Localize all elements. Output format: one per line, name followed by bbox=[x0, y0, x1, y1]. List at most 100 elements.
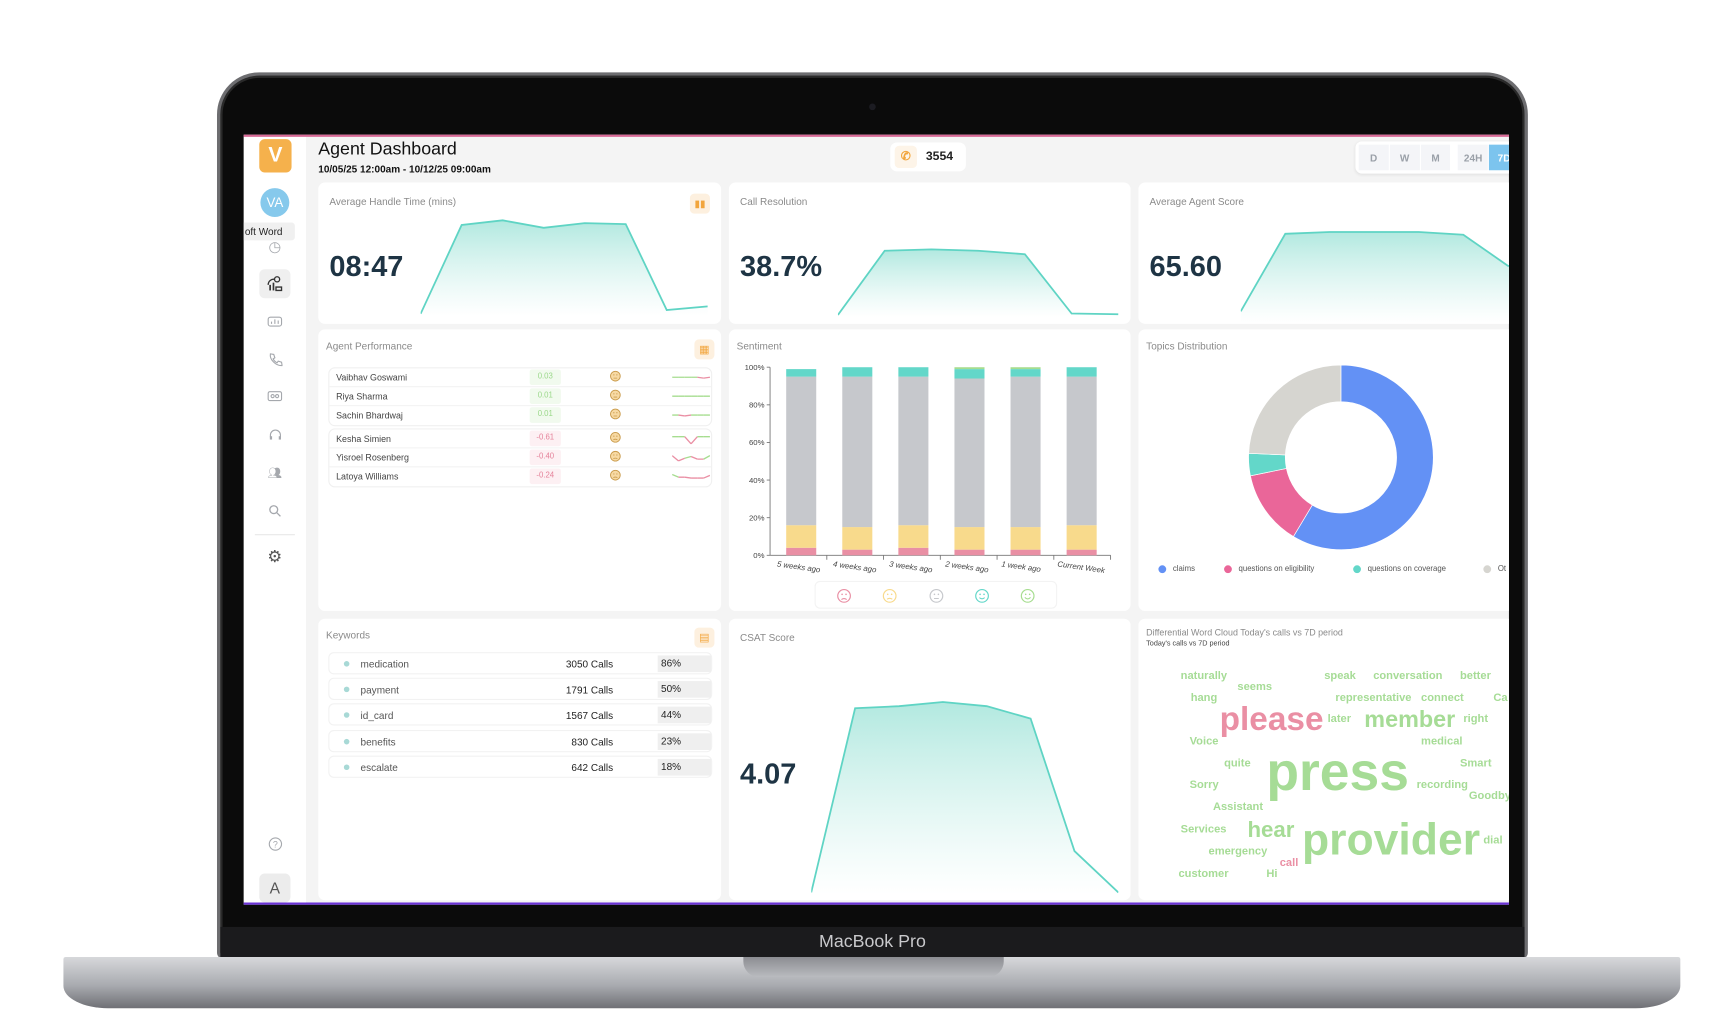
word-cloud-word[interactable]: representative bbox=[1335, 692, 1412, 705]
word-cloud-word[interactable]: customer bbox=[1178, 867, 1229, 881]
keyword-row[interactable]: payment 1791 Calls 50% bbox=[328, 677, 713, 701]
sentiment-bar-segment[interactable] bbox=[954, 527, 985, 550]
sentiment-bar-segment[interactable] bbox=[1066, 549, 1097, 556]
sentiment-bar-segment[interactable] bbox=[1066, 376, 1097, 526]
table-icon[interactable]: ▤ bbox=[694, 627, 715, 648]
word-cloud-word[interactable]: please bbox=[1219, 701, 1324, 738]
word-cloud-word[interactable]: right bbox=[1463, 713, 1489, 726]
user-menu-button[interactable]: A bbox=[259, 873, 291, 903]
app-logo[interactable]: V bbox=[259, 139, 292, 173]
chat-analytics-icon[interactable] bbox=[259, 307, 290, 336]
word-cloud-word[interactable]: Voice bbox=[1189, 735, 1219, 748]
search-icon[interactable] bbox=[259, 496, 290, 525]
donut-slice[interactable] bbox=[1248, 364, 1342, 456]
sentiment-bar-segment[interactable] bbox=[786, 547, 817, 556]
word-cloud-word[interactable]: Goodby bbox=[1468, 790, 1509, 803]
avatar[interactable]: VA bbox=[260, 188, 290, 217]
keyword-row[interactable]: medication 3050 Calls 86% bbox=[328, 652, 713, 675]
range-button-m[interactable]: M bbox=[1420, 144, 1451, 171]
headset-icon[interactable] bbox=[259, 421, 290, 450]
word-cloud-word[interactable]: later bbox=[1327, 713, 1352, 726]
word-cloud-word[interactable]: conversation bbox=[1373, 669, 1443, 683]
sentiment-bar-segment[interactable] bbox=[898, 525, 929, 548]
keyword-row[interactable]: id_card 1567 Calls 44% bbox=[328, 703, 713, 726]
sentiment-bar-segment[interactable] bbox=[898, 367, 929, 377]
clock-icon[interactable]: ◷ bbox=[268, 238, 282, 255]
word-cloud-word[interactable]: emergency bbox=[1208, 845, 1268, 858]
donut-slice[interactable] bbox=[1292, 364, 1434, 551]
word-cloud-word[interactable]: naturally bbox=[1180, 669, 1228, 683]
voicemail-icon[interactable] bbox=[259, 383, 290, 412]
call-count-badge[interactable]: ✆ 3554 bbox=[890, 142, 966, 172]
word-cloud-word[interactable]: recording bbox=[1416, 778, 1468, 792]
range-button-24h[interactable]: 24H bbox=[1458, 144, 1489, 171]
word-cloud-word[interactable]: speak bbox=[1324, 669, 1356, 683]
agent-row[interactable]: Riya Sharma 0.01 bbox=[329, 387, 712, 407]
sentiment-bar-segment[interactable] bbox=[786, 376, 817, 526]
sentiment-bar-segment[interactable] bbox=[842, 376, 873, 528]
word-cloud-word[interactable]: seems bbox=[1237, 681, 1273, 694]
help-icon[interactable]: ? bbox=[259, 829, 290, 858]
sentiment-bar-segment[interactable] bbox=[898, 376, 929, 526]
word-cloud-word[interactable]: medical bbox=[1421, 735, 1463, 748]
neutral-face-icon[interactable] bbox=[929, 588, 943, 609]
word-cloud-word[interactable]: quite bbox=[1224, 757, 1251, 771]
sentiment-bar-segment[interactable] bbox=[954, 378, 985, 528]
word-cloud-word[interactable]: better bbox=[1459, 669, 1491, 683]
agent-row[interactable]: Yisroel Rosenberg -0.40 bbox=[329, 448, 712, 468]
gear-icon[interactable]: ⚙ bbox=[267, 547, 283, 567]
positive-face-icon[interactable] bbox=[975, 588, 989, 609]
team-icon[interactable]: 👥︎ bbox=[267, 466, 282, 480]
range-button-7d[interactable]: 7D bbox=[1489, 144, 1509, 171]
word-cloud-word[interactable]: Hi bbox=[1266, 867, 1278, 881]
word-cloud-word[interactable]: member bbox=[1364, 707, 1456, 733]
word-cloud-word[interactable]: provider bbox=[1301, 815, 1481, 865]
word-cloud-word[interactable]: Assistant bbox=[1212, 801, 1264, 814]
agent-row[interactable]: Kesha Simien -0.61 bbox=[329, 430, 712, 449]
sentiment-bar-segment[interactable] bbox=[1010, 367, 1041, 370]
sentiment-bar-segment[interactable] bbox=[1010, 527, 1041, 550]
sentiment-bar-segment[interactable] bbox=[898, 547, 929, 556]
sentiment-bar-segment[interactable] bbox=[842, 367, 873, 377]
word-cloud-word[interactable]: Smart bbox=[1459, 757, 1492, 771]
legend-item[interactable]: questions on eligibility bbox=[1224, 565, 1314, 574]
sentiment-bar-segment[interactable] bbox=[1066, 367, 1097, 377]
word-cloud-word[interactable]: dial bbox=[1483, 834, 1503, 847]
legend-item[interactable]: questions on coverage bbox=[1353, 565, 1446, 574]
word-cloud-word[interactable]: Ca bbox=[1493, 692, 1508, 705]
sentiment-bar-segment[interactable] bbox=[954, 369, 985, 379]
range-button-d[interactable]: D bbox=[1358, 144, 1389, 171]
word-cloud-word[interactable]: connect bbox=[1421, 692, 1464, 705]
keyword-row[interactable]: benefits 830 Calls 23% bbox=[328, 729, 713, 752]
sentiment-bar-segment[interactable] bbox=[954, 549, 985, 556]
sentiment-bar-segment[interactable] bbox=[1010, 549, 1041, 556]
keyword-row[interactable]: escalate 642 Calls 18% bbox=[328, 755, 713, 778]
legend-item[interactable]: Ot bbox=[1483, 565, 1506, 574]
agent-analytics-icon[interactable] bbox=[259, 269, 291, 299]
sentiment-bar-segment[interactable] bbox=[786, 525, 817, 548]
agent-row[interactable]: Vaibhav Goswami 0.03 bbox=[329, 368, 712, 388]
word-cloud-word[interactable]: press bbox=[1266, 743, 1409, 803]
sentiment-bar-segment[interactable] bbox=[954, 367, 985, 370]
word-cloud-word[interactable]: hear bbox=[1247, 817, 1295, 843]
word-cloud-word[interactable]: Sorry bbox=[1189, 778, 1219, 792]
word-cloud-word[interactable]: call bbox=[1279, 856, 1299, 870]
very-positive-face-icon[interactable] bbox=[1020, 588, 1035, 609]
bar-chart-icon[interactable]: ▮▮ bbox=[689, 193, 710, 214]
negative-face-icon[interactable] bbox=[883, 588, 897, 609]
agent-row[interactable]: Latoya Williams -0.24 bbox=[329, 467, 711, 486]
table-icon[interactable]: ▦ bbox=[694, 339, 715, 360]
sentiment-bar-segment[interactable] bbox=[1010, 376, 1041, 528]
sentiment-bar-segment[interactable] bbox=[842, 527, 873, 550]
legend-item[interactable]: claims bbox=[1158, 565, 1195, 574]
word-cloud-word[interactable]: Services bbox=[1180, 823, 1227, 836]
phone-icon[interactable] bbox=[259, 345, 290, 374]
agent-row[interactable]: Sachin Bhardwaj 0.01 bbox=[329, 406, 711, 425]
sentiment-bar-segment[interactable] bbox=[1010, 369, 1041, 377]
sentiment-bar-segment[interactable] bbox=[786, 369, 817, 377]
sentiment-bar-segment[interactable] bbox=[842, 549, 873, 556]
very-negative-face-icon[interactable] bbox=[837, 588, 851, 609]
word-cloud-word[interactable]: hang bbox=[1190, 692, 1218, 705]
sentiment-bar-segment[interactable] bbox=[1066, 525, 1097, 550]
range-button-w[interactable]: W bbox=[1389, 144, 1420, 171]
